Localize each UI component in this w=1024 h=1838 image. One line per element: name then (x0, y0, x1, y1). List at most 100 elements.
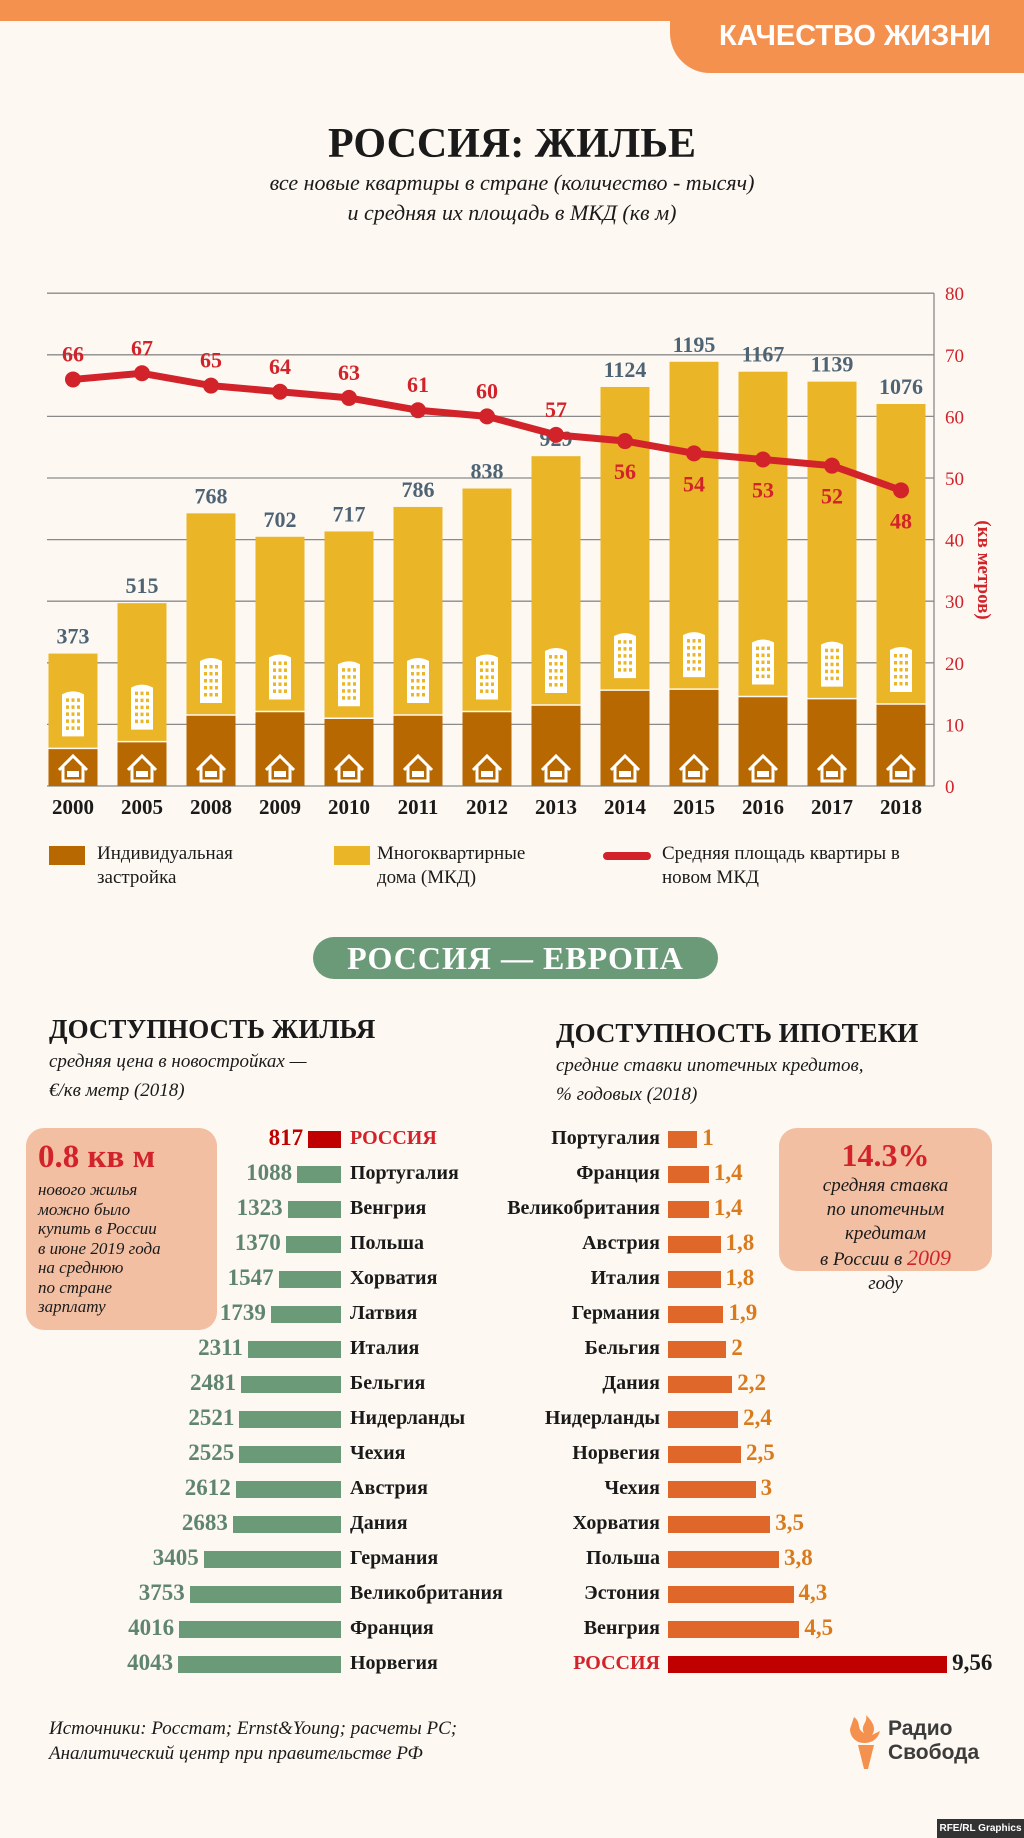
legend-swatch-line (603, 852, 651, 860)
x-tick-label: 2015 (673, 795, 715, 819)
price-value-label: 2521 (188, 1405, 235, 1430)
building-window (623, 661, 627, 665)
building-window (66, 712, 69, 716)
bar-individual (600, 690, 650, 786)
mortgage-country-label: Германия (571, 1302, 660, 1324)
building-window (416, 686, 420, 690)
mortgage-country-label: Австрия (582, 1232, 660, 1254)
building-window (411, 665, 414, 669)
building-window (692, 667, 696, 671)
page-subtitle-1: все новые квартиры в стране (количество … (269, 170, 755, 195)
building-window (629, 668, 632, 672)
house-icon-window (67, 771, 79, 777)
house-icon (678, 753, 710, 783)
house-icon (747, 753, 779, 783)
building-window (284, 661, 287, 665)
building-window (899, 653, 903, 658)
line-value-label: 67 (131, 335, 153, 360)
mortgage-value-label: 3,5 (775, 1510, 804, 1535)
x-tick-label: 2016 (742, 795, 784, 819)
building-window (215, 679, 218, 683)
building-window (830, 669, 834, 674)
bar-individual (669, 689, 719, 786)
building-window (342, 696, 345, 700)
building-window (554, 676, 558, 680)
building-window (284, 668, 287, 672)
building-window (698, 667, 701, 671)
house-icon-window (895, 771, 907, 777)
mortgage-country-label: Нидерланды (544, 1407, 660, 1429)
housing-chart: 0 10 20 30 40 50 60 70 80 (кв метров) 373 2000 515 20… (47, 284, 994, 819)
price-bar (297, 1166, 341, 1183)
house-icon-window (757, 771, 769, 777)
mortgage-value-label: 2,4 (743, 1405, 772, 1430)
building-window (761, 667, 765, 672)
building-window (77, 712, 80, 716)
building-window (71, 698, 75, 702)
building-window (353, 696, 356, 700)
building-window (422, 693, 425, 697)
building-window (894, 653, 897, 658)
building-window (618, 647, 621, 651)
house-icon-window (412, 771, 424, 777)
building-window (830, 648, 834, 653)
building-window (480, 675, 483, 679)
price-bar (178, 1656, 341, 1673)
left-callout-text: нового жилья можно было купить в России в и… (38, 1180, 205, 1317)
building-window (905, 660, 908, 665)
building-window (767, 653, 770, 658)
building-window (209, 693, 213, 697)
building-window (549, 676, 552, 680)
mortgage-bar (668, 1376, 733, 1393)
house-icon (333, 753, 365, 783)
line-value-label: 48 (890, 508, 912, 533)
page-title: РОССИЯ: ЖИЛЬЕ (327, 121, 696, 167)
house-icon-window (550, 771, 562, 777)
building-window (618, 640, 621, 644)
house-icon (471, 753, 503, 783)
building-window (560, 669, 563, 673)
bar-individual (117, 741, 167, 786)
building-window (836, 662, 839, 667)
mortgage-country-label: Эстония (584, 1582, 660, 1604)
x-tick-label: 2000 (52, 795, 94, 819)
building-window (491, 675, 494, 679)
building-window (767, 660, 770, 665)
mortgage-value-label: 2,2 (737, 1370, 766, 1395)
x-tick-label: 2010 (328, 795, 370, 819)
building-window (491, 668, 494, 672)
building-window (353, 668, 356, 672)
building-window (215, 665, 218, 669)
building-window (135, 712, 138, 717)
building-window (485, 675, 489, 679)
right-axis-tick: 30 (945, 592, 964, 613)
building-window (698, 646, 701, 650)
line-point (134, 365, 150, 382)
price-country-label: Португалия (350, 1162, 459, 1184)
legend-label-line: Средняя площадь квартиры в новом МКД (662, 843, 900, 888)
line-value-label: 63 (338, 360, 360, 385)
bar-total-label: 1139 (811, 352, 854, 377)
right-axis-tick: 60 (945, 407, 964, 428)
building-window (554, 683, 558, 687)
building-window (698, 660, 701, 664)
price-country-label: Австрия (350, 1477, 428, 1499)
building-window (416, 679, 420, 683)
mortgage-value-label: 4,3 (798, 1580, 828, 1605)
building-window (623, 647, 627, 651)
price-country-label: Хорватия (350, 1267, 438, 1289)
building-window (899, 681, 903, 686)
building-window (278, 682, 282, 686)
line-point (410, 402, 426, 419)
price-value-label: 2683 (181, 1510, 228, 1535)
building-window (416, 665, 420, 669)
building-window (411, 686, 414, 690)
building-window (347, 682, 351, 686)
building-window (416, 693, 420, 697)
legend-swatch-individual (49, 846, 85, 865)
building-window (71, 712, 75, 716)
building-window (629, 647, 632, 651)
price-value-label: 2311 (198, 1335, 243, 1360)
bar-total-label: 838 (471, 459, 504, 484)
building-window (342, 668, 345, 672)
